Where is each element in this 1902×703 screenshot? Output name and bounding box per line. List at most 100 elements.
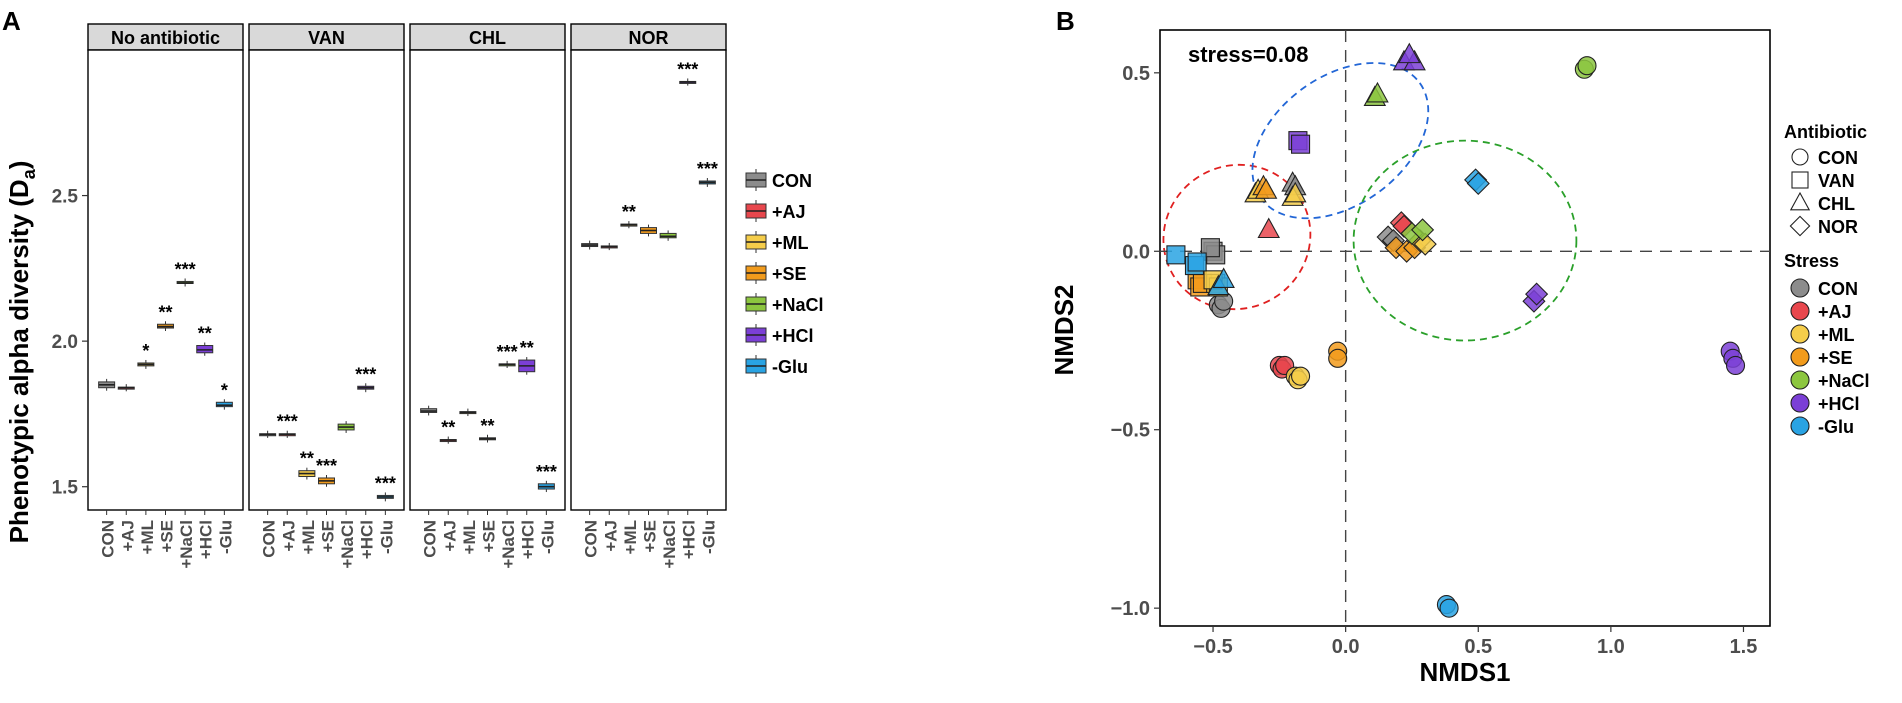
- facet-strip-label: No antibiotic: [111, 28, 220, 48]
- x-tick-label: +SE: [480, 520, 499, 553]
- x-tick-label: +AJ: [440, 520, 459, 552]
- x-tick-label: +NaCl: [338, 520, 357, 569]
- point-diamond-glu: [1466, 171, 1490, 196]
- legend-shape-square: [1791, 171, 1809, 189]
- x-tick-label: +NaCl: [660, 520, 679, 569]
- x-tick-label: -Glu: [538, 520, 557, 554]
- x-tick-label: +HCl: [519, 520, 538, 559]
- x-tick-label: +AJ: [279, 520, 298, 552]
- x-tick-label: +ML: [621, 520, 640, 554]
- facet-plot-area: [248, 49, 405, 511]
- y-tick-label: 2.5: [52, 187, 79, 208]
- point-square-glu: [1166, 245, 1186, 265]
- x-tick-label: CON: [99, 520, 118, 558]
- significance-label: ***: [175, 259, 196, 279]
- point-triangle-ml: [1283, 181, 1307, 203]
- panel-b-x-axis-title: NMDS1: [1419, 657, 1510, 687]
- panel-b: B stress=0.08 −0.5 0.0 0.5 1.0 1.5 −1.0 −0.5 0.…: [1049, 6, 1870, 687]
- legend-stress-key: [1790, 347, 1810, 367]
- y-tick-label: −0.5: [1111, 420, 1150, 442]
- facet-chl: CHL CON ** +AJ +ML ** +SE *** +NaCl ** +HCl *** -Glu: [409, 23, 566, 569]
- x-tick-label: 1.0: [1597, 636, 1625, 658]
- ellipse-green: [1352, 139, 1578, 342]
- x-tick-label: CON: [582, 520, 601, 558]
- x-tick-label: +HCl: [680, 520, 699, 559]
- significance-label: ***: [536, 462, 557, 482]
- significance-label: *: [221, 380, 228, 400]
- x-tick-label: +SE: [319, 520, 338, 553]
- legend-stress-label: +ML: [1818, 325, 1855, 345]
- legend-shape-circle: [1791, 148, 1809, 166]
- point-circle-glu: [1439, 598, 1459, 618]
- legend-stress-key: [1790, 324, 1810, 344]
- y-tick-label: 0.5: [1122, 63, 1150, 85]
- legend-stress-label: -Glu: [1818, 417, 1854, 437]
- x-tick-label: +NaCl: [177, 520, 196, 569]
- x-tick-label: CON: [260, 520, 279, 558]
- x-tick-label: +ML: [138, 520, 157, 554]
- facet-plot-area: [570, 49, 727, 511]
- significance-label: **: [158, 302, 172, 322]
- x-tick-label: CON: [421, 520, 440, 558]
- point-circle-ml: [1291, 366, 1311, 386]
- facet-strip-label: VAN: [308, 28, 345, 48]
- legend-antibiotic-label: CHL: [1818, 194, 1855, 214]
- stress-annotation: stress=0.08: [1188, 42, 1309, 67]
- panel-a-label: A: [2, 6, 21, 36]
- panel-b-label: B: [1056, 6, 1075, 36]
- x-tick-label: +AJ: [601, 520, 620, 552]
- y-tick-label: −1.0: [1111, 598, 1150, 620]
- x-tick-label: 0.5: [1464, 636, 1492, 658]
- point-diamond-hcl: [1525, 282, 1549, 306]
- legend-label: -Glu: [772, 357, 808, 377]
- significance-label: ***: [677, 59, 698, 79]
- x-tick-label: +SE: [158, 520, 177, 553]
- significance-label: **: [480, 416, 494, 436]
- panel-a: A Phenotypic alpha diversity (Da) No ant…: [2, 6, 824, 569]
- x-tick-label: 0.0: [1332, 636, 1360, 658]
- legend-stress-label: +NaCl: [1818, 371, 1870, 391]
- significance-label: ***: [316, 456, 337, 476]
- y-tick-label: 2.0: [52, 332, 78, 353]
- x-tick-label: -Glu: [377, 520, 396, 554]
- legend-label: +NaCl: [772, 295, 824, 315]
- y-axis-title-close: ): [4, 161, 34, 170]
- y-tick-label: 0.0: [1122, 241, 1150, 263]
- facet-van: VAN CON *** +AJ ** +ML *** +SE +NaCl *** +HCl *** -G…: [248, 23, 405, 569]
- x-tick-label: −0.5: [1193, 636, 1232, 658]
- facet-strip: [409, 23, 566, 51]
- point-triangle-aj: [1257, 217, 1281, 239]
- legend-stress-label: +SE: [1818, 348, 1853, 368]
- point-square-glu: [1187, 252, 1207, 272]
- significance-label: **: [441, 418, 455, 438]
- point-triangle-hcl: [1398, 42, 1421, 64]
- point-triangle-se: [1254, 178, 1278, 199]
- point-circle-hcl: [1725, 355, 1746, 376]
- legend-stress-title: Stress: [1784, 251, 1839, 271]
- panel-b-y-axis-title: NMDS2: [1049, 284, 1079, 375]
- point-diamond-ml: [1413, 232, 1437, 256]
- y-axis-title-subscript: a: [19, 168, 39, 179]
- legend-antibiotic-label: NOR: [1818, 217, 1858, 237]
- point-diamond-nacl: [1410, 218, 1435, 242]
- significance-label: *: [142, 341, 149, 361]
- facet-plot-area: [87, 49, 244, 511]
- ellipse-red: [1162, 163, 1312, 311]
- legend-stress-key: [1790, 393, 1810, 413]
- x-tick-label: +NaCl: [499, 520, 518, 569]
- x-tick-label: -Glu: [216, 520, 235, 554]
- point-square-hcl: [1291, 134, 1311, 154]
- x-tick-label: +ML: [299, 520, 318, 554]
- legend-shape-triangle: [1789, 191, 1811, 211]
- legend-stress-key: [1790, 370, 1810, 390]
- significance-label: ***: [355, 364, 376, 384]
- x-tick-label: +ML: [460, 520, 479, 554]
- legend-stress-label: +AJ: [1818, 302, 1852, 322]
- significance-label: ***: [277, 412, 298, 432]
- point-circle-se: [1328, 348, 1348, 368]
- facet-no-antibiotic: No antibiotic CON +AJ * +ML ** +SE *** +NaCl ** +H…: [87, 23, 244, 569]
- legend-antibiotic-title: Antibiotic: [1784, 122, 1867, 142]
- legend-stress-key: [1790, 416, 1810, 436]
- y-axis-title-main: Phenotypic alpha diversity (D: [4, 179, 34, 543]
- facet-strip: [248, 23, 405, 51]
